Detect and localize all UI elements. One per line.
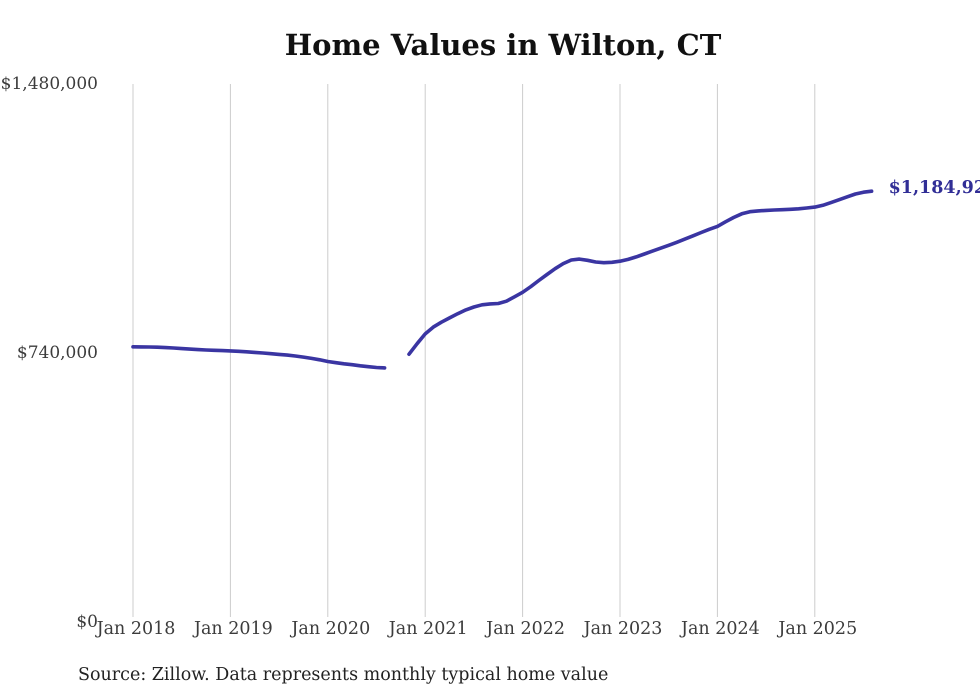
source-note: Source: Zillow. Data represents monthly …	[78, 665, 609, 685]
chart-title: Home Values in Wilton, CT	[284, 28, 722, 62]
y-tick-label: $1,480,000	[0, 74, 98, 94]
home-value-line	[131, 189, 874, 370]
x-tick-label: Jan 2022	[486, 619, 566, 639]
x-tick-label: Jan 2020	[291, 619, 371, 639]
y-tick-label: $0	[76, 611, 98, 632]
x-tick-label: Jan 2018	[96, 619, 176, 639]
y-tick-label: $740,000	[16, 342, 98, 363]
end-value-label: $1,184,920	[888, 178, 980, 199]
x-tick-label: Jan 2019	[193, 619, 273, 639]
x-tick-label: Jan 2023	[583, 619, 663, 639]
x-tick-label: Jan 2025	[778, 619, 858, 639]
x-tick-label: Jan 2021	[388, 619, 468, 639]
x-tick-label: Jan 2024	[680, 619, 760, 639]
